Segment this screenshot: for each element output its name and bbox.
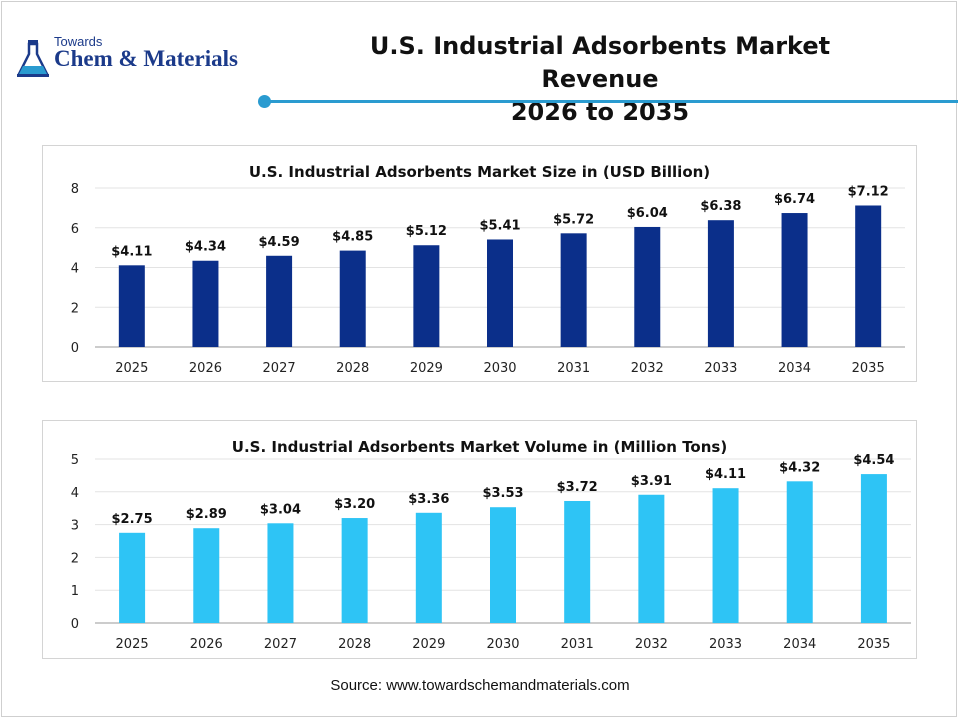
x-tick-label: 2027 [263,361,296,376]
bar [339,250,366,347]
y-tick-label: 1 [71,584,79,599]
bar [487,239,513,347]
chart-title: U.S. Industrial Adsorbents Market Size i… [249,163,710,181]
data-label: $3.04 [260,502,301,517]
y-tick-label: 4 [71,486,79,501]
x-tick-label: 2026 [189,361,222,376]
x-tick-label: 2026 [190,637,223,652]
y-tick-label: 8 [71,182,79,197]
y-tick-label: 0 [71,341,79,356]
market-size-chart: U.S. Industrial Adsorbents Market Size i… [71,163,905,376]
x-tick-label: 2029 [410,361,443,376]
bar [564,500,591,623]
page-title: U.S. Industrial Adsorbents Market Revenu… [320,30,880,129]
market-volume-chart: U.S. Industrial Adsorbents Market Volume… [71,438,911,652]
bar [781,213,808,347]
x-tick-label: 2028 [338,637,371,652]
logo-brand-text: Chem & Materials [54,46,238,71]
bar [638,494,665,623]
data-label: $4.34 [185,240,226,255]
title-divider-dot [258,95,271,108]
bar [860,474,887,623]
title-divider [264,100,958,103]
data-label: $6.74 [774,192,815,207]
data-label: $2.89 [186,507,227,522]
data-label: $4.54 [853,453,894,468]
bar [193,528,220,623]
y-tick-label: 5 [71,453,79,468]
data-label: $4.85 [332,230,373,245]
bar [192,260,219,347]
data-label: $6.38 [700,199,741,214]
x-tick-label: 2028 [336,361,369,376]
y-tick-label: 0 [71,617,79,632]
x-tick-label: 2027 [264,637,297,652]
x-tick-label: 2034 [783,637,816,652]
data-label: $5.12 [406,224,447,239]
y-tick-label: 4 [71,262,79,277]
data-label: $6.04 [627,206,668,221]
data-label: $7.12 [848,184,889,199]
bar [119,532,146,623]
bar [490,507,516,623]
data-label: $4.59 [259,235,300,250]
logo-small-text: Towards [54,34,103,49]
bar [267,523,294,623]
x-tick-label: 2033 [709,637,742,652]
title-line-1: U.S. Industrial Adsorbents Market Revenu… [369,32,831,93]
x-tick-label: 2030 [483,361,516,376]
market-volume-chart-panel: U.S. Industrial Adsorbents Market Volume… [42,420,917,659]
x-tick-label: 2034 [778,361,811,376]
x-tick-label: 2032 [635,637,668,652]
bar [413,245,440,347]
data-label: $3.53 [482,486,523,501]
y-tick-label: 2 [71,301,79,316]
bar [634,226,661,347]
x-tick-label: 2031 [557,361,590,376]
y-tick-label: 6 [71,222,79,237]
data-label: $5.41 [479,218,520,233]
x-tick-label: 2035 [857,637,890,652]
data-label: $3.36 [408,492,449,507]
bar [341,518,368,623]
x-tick-label: 2033 [704,361,737,376]
y-tick-label: 3 [71,519,79,534]
data-label: $4.11 [705,467,746,482]
bar [560,233,587,347]
x-tick-label: 2025 [115,361,148,376]
bar [712,488,739,623]
flask-icon [16,40,50,77]
data-label: $3.91 [631,474,672,489]
data-label: $5.72 [553,212,594,227]
data-label: $2.75 [112,512,153,527]
x-tick-label: 2025 [116,637,149,652]
data-label: $3.72 [557,480,598,495]
market-size-chart-panel: U.S. Industrial Adsorbents Market Size i… [42,145,917,382]
source-note: Source: www.towardschemandmaterials.com [330,677,630,694]
bar [118,265,145,347]
x-tick-label: 2030 [486,637,519,652]
x-tick-label: 2032 [631,361,664,376]
brand-logo: Towards Chem & Materials [14,32,264,82]
x-tick-label: 2031 [561,637,594,652]
x-tick-label: 2035 [852,361,885,376]
bar [855,205,882,347]
bar [266,255,293,347]
data-label: $4.11 [111,244,152,259]
bar [415,512,442,623]
bar [786,481,813,623]
data-label: $4.32 [779,460,820,475]
x-tick-label: 2029 [412,637,445,652]
chart-title: U.S. Industrial Adsorbents Market Volume… [232,438,727,456]
data-label: $3.20 [334,497,375,512]
y-tick-label: 2 [71,551,79,566]
bar [707,220,734,347]
